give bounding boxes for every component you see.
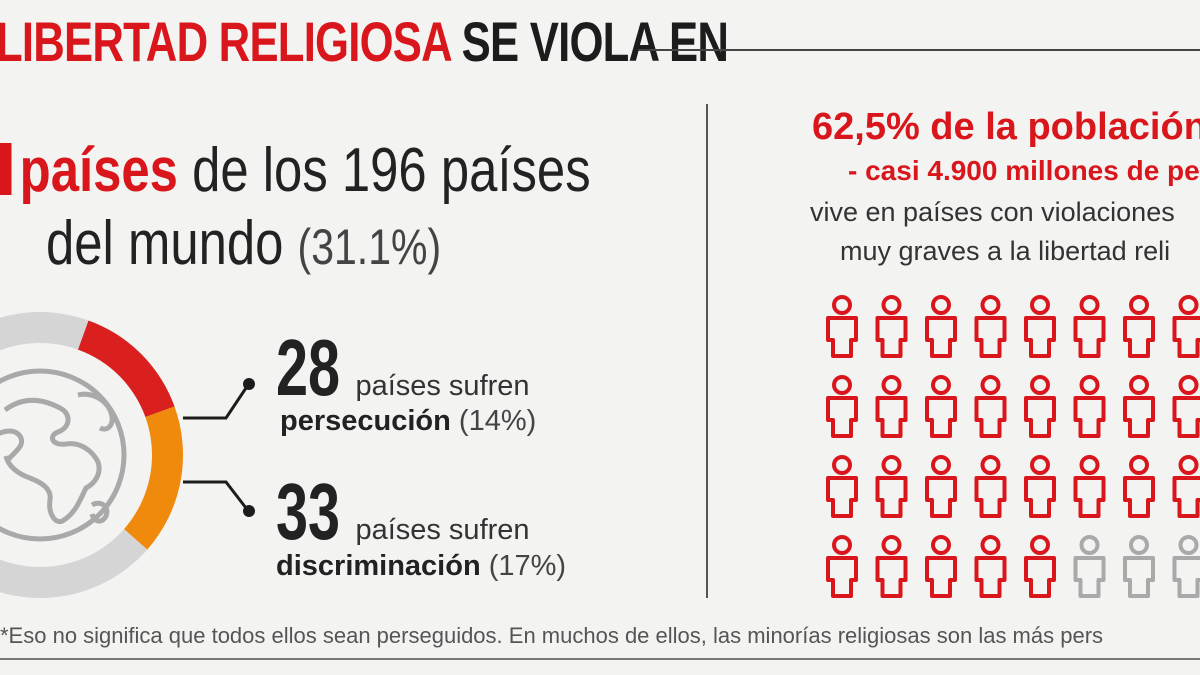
person-icon	[875, 375, 908, 438]
donut-segment-persecución	[77, 320, 175, 418]
person-icon	[1172, 535, 1200, 598]
headline-highlight: países	[19, 136, 178, 205]
headline-percent: (31.1%)	[297, 219, 442, 275]
person-icon	[925, 455, 957, 518]
person-icon	[1123, 375, 1155, 438]
person-icon	[826, 295, 858, 358]
bottom-rule	[0, 658, 1200, 660]
person-icon	[1024, 455, 1056, 518]
stat-persecution-text: países sufren	[355, 370, 530, 402]
stat-discrimination-text: países sufren	[355, 514, 530, 546]
stat-discrimination-line2: discriminación (17%)	[276, 550, 566, 583]
person-icon	[925, 295, 957, 358]
headline-number-fragment	[0, 143, 12, 195]
title-red: LIBERTAD RELIGIOSA	[0, 10, 451, 73]
connector-dot-discriminacion	[243, 505, 255, 517]
stat-persecution-number: 28	[276, 323, 341, 412]
stat-persecution: 28 países sufren	[276, 328, 530, 408]
donut-segment-discriminación	[124, 406, 183, 550]
person-icon	[875, 535, 908, 598]
person-icon	[875, 455, 908, 518]
donut-ring	[0, 312, 183, 598]
headline-line2: del mundo (31.1%)	[46, 213, 441, 275]
vertical-divider	[706, 104, 708, 598]
globe-icon	[0, 368, 127, 542]
stat-persecution-line2: persecución (14%)	[280, 405, 536, 438]
headline-rest: de los 196 países	[177, 136, 591, 205]
person-icon	[1073, 535, 1106, 598]
person-icon	[1073, 375, 1106, 438]
title-rule	[638, 49, 1200, 51]
stat-persecution-bold: persecución	[280, 405, 451, 437]
stat-discrimination-percent: (17%)	[488, 550, 567, 582]
stat-persecution-percent: (14%)	[458, 405, 537, 437]
title-dark: SE VIOLA EN	[461, 10, 729, 73]
person-icon	[974, 455, 1007, 518]
person-icon	[925, 535, 957, 598]
connector-dot-persecucion	[243, 378, 255, 390]
connector-persecucion	[183, 387, 248, 420]
donut-chart	[0, 312, 255, 598]
person-icon	[1123, 455, 1155, 518]
stat-discrimination-number: 33	[276, 467, 341, 556]
donut-segment-rest	[0, 312, 148, 598]
person-icon	[826, 535, 858, 598]
headline: países de los 196 países	[0, 140, 591, 202]
population-heading: 62,5% de la población m	[812, 106, 1200, 148]
person-icon	[875, 295, 908, 358]
person-icon	[826, 455, 858, 518]
person-icon	[1172, 455, 1200, 518]
person-icon	[1024, 295, 1056, 358]
person-icon	[1172, 295, 1200, 358]
person-icon	[826, 375, 858, 438]
footnote: *Eso no significa que todos ellos sean p…	[0, 623, 1104, 648]
connector-discriminacion	[183, 480, 248, 509]
person-icon	[1073, 455, 1106, 518]
population-text-line1: vive en países con violaciones	[810, 197, 1175, 227]
person-icon	[1024, 535, 1056, 598]
population-subheading: - casi 4.900 millones de pers	[848, 155, 1200, 186]
person-icon	[1123, 535, 1155, 598]
person-icon	[925, 375, 957, 438]
population-text-line2: muy graves a la libertad reli	[840, 236, 1171, 266]
person-icon	[974, 375, 1007, 438]
headline-line2-text: del mundo	[46, 209, 298, 278]
person-icon	[974, 535, 1007, 598]
stat-discrimination: 33 países sufren	[276, 472, 530, 552]
person-icon	[1024, 375, 1056, 438]
person-icon	[974, 295, 1007, 358]
stat-discrimination-bold: discriminación	[276, 550, 481, 582]
page-title: LIBERTAD RELIGIOSA SE VIOLA EN	[0, 14, 729, 70]
person-icon	[1172, 375, 1200, 438]
person-icon	[1123, 295, 1155, 358]
person-icon	[1073, 295, 1106, 358]
